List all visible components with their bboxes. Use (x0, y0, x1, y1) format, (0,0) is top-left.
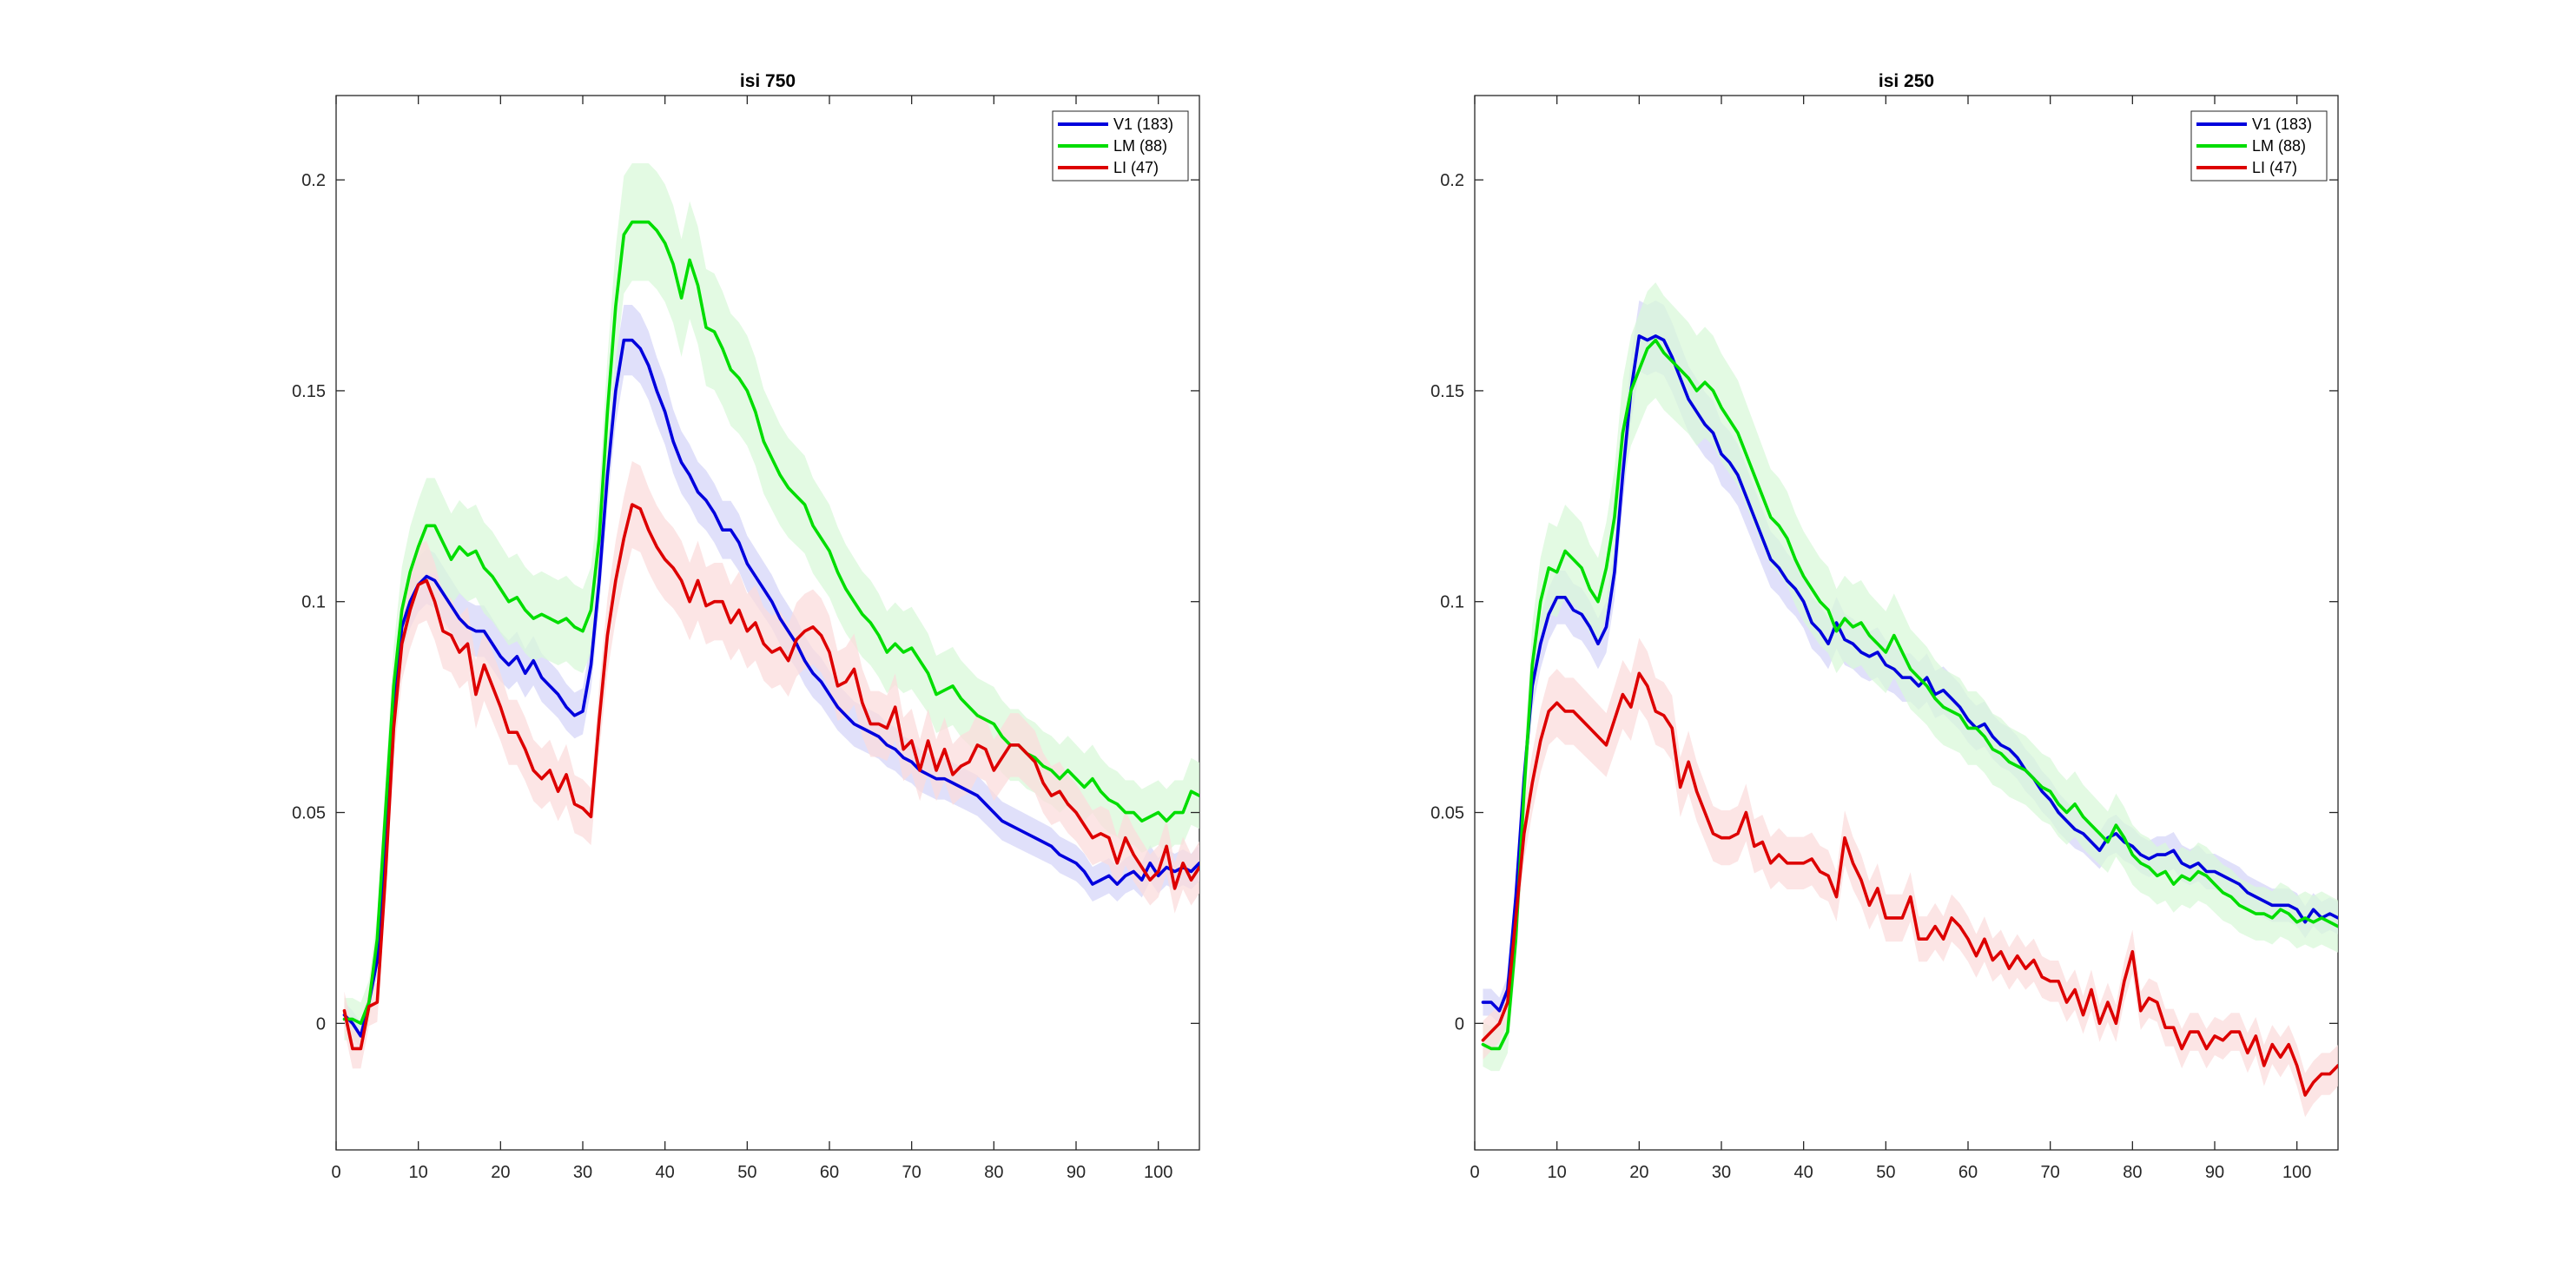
x-tick-label: 0 (331, 1163, 340, 1182)
legend-label-lm: LM (88) (2252, 137, 2306, 155)
plot-content (1481, 282, 2338, 1118)
x-tick-label: 40 (1794, 1163, 1813, 1182)
series-line-li (1481, 671, 2338, 1097)
error-band-li (1483, 637, 2338, 1118)
x-tick-label: 60 (1958, 1163, 1978, 1182)
x-tick-label: 30 (1712, 1163, 1731, 1182)
y-tick-label: 0.15 (1430, 382, 1464, 401)
y-tick-label: 0.1 (1440, 593, 1464, 612)
panel-isi-750: 0 10 20 30 40 50 60 70 80 90 100 0 0.05 0.1 0.15 0.2 isi… (292, 71, 1200, 1182)
legend: V1 (183) LM (88) LI (47) (1052, 110, 1189, 182)
legend-label-li: LI (47) (2252, 159, 2297, 176)
x-tick-label: 20 (491, 1163, 510, 1182)
y-tick-label: 0.1 (301, 593, 326, 612)
series-line-lm (1481, 338, 2338, 1051)
x-tick-label: 60 (820, 1163, 839, 1182)
chart-title: isi 250 (1879, 71, 1934, 91)
y-tick-label: 0.05 (1430, 804, 1464, 823)
error-band-lm (344, 162, 1199, 1045)
chart-title: isi 750 (740, 71, 796, 91)
plot-content (342, 162, 1199, 1069)
y-tick-label: 0 (316, 1014, 326, 1034)
x-tick-label: 90 (1067, 1163, 1086, 1182)
series-line-v1 (342, 338, 1199, 1038)
y-tick-label: 0.05 (292, 804, 326, 823)
x-tick-label: 30 (573, 1163, 592, 1182)
x-tick-label: 70 (2041, 1163, 2060, 1182)
x-tick-label: 100 (2282, 1163, 2311, 1182)
y-tick-label: 0.15 (292, 382, 326, 401)
x-tick-label: 50 (737, 1163, 756, 1182)
x-tick-label: 80 (984, 1163, 1003, 1182)
x-tick-label: 50 (1876, 1163, 1895, 1182)
legend: V1 (183) LM (88) LI (47) (2190, 110, 2328, 182)
series-line-li (342, 503, 1199, 1051)
x-tick-label: 10 (1548, 1163, 1567, 1182)
series-line-v1 (1481, 334, 2338, 1013)
error-band-li (344, 461, 1199, 1069)
x-tick-label: 90 (2205, 1163, 2224, 1182)
y-tick-label: 0.2 (1440, 171, 1464, 190)
error-band-v1 (344, 305, 1199, 1050)
x-tick-label: 40 (656, 1163, 675, 1182)
series-line-lm (342, 220, 1199, 1026)
x-tick-label: 10 (409, 1163, 428, 1182)
legend-label-v1: V1 (183) (1113, 116, 1173, 133)
x-tick-label: 80 (2123, 1163, 2142, 1182)
y-tick-label: 0.2 (301, 171, 326, 190)
y-tick-label: 0 (1455, 1014, 1464, 1034)
panel-isi-250: 0 10 20 30 40 50 60 70 80 90 100 0 0.05 0.1 0.15 0.2 isi… (1430, 71, 2339, 1182)
legend-label-lm: LM (88) (1113, 137, 1167, 155)
x-tick-label: 70 (902, 1163, 921, 1182)
legend-label-li: LI (47) (1113, 159, 1159, 176)
x-tick-label: 0 (1470, 1163, 1479, 1182)
legend-label-v1: V1 (183) (2252, 116, 2312, 133)
x-tick-label: 100 (1144, 1163, 1172, 1182)
x-tick-label: 20 (1629, 1163, 1648, 1182)
